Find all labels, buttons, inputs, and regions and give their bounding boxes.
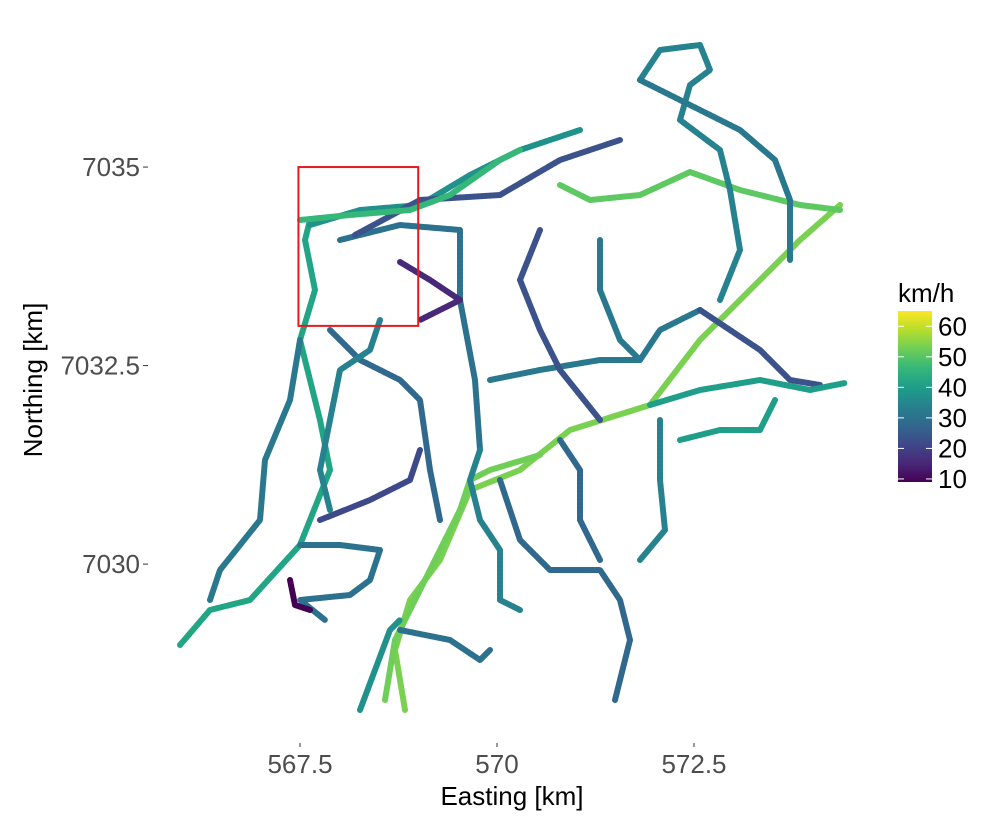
road bbox=[397, 627, 493, 663]
road bbox=[287, 577, 313, 613]
y-axis-label: Northing [km] bbox=[18, 303, 48, 458]
road bbox=[517, 227, 603, 423]
road bbox=[467, 447, 523, 613]
road bbox=[647, 377, 848, 408]
legend-tick-label: 20 bbox=[938, 433, 967, 463]
legend-tick-label: 60 bbox=[938, 311, 967, 341]
road bbox=[637, 77, 793, 263]
road bbox=[382, 452, 543, 703]
road bbox=[297, 147, 523, 223]
road bbox=[677, 397, 778, 443]
road bbox=[357, 617, 403, 713]
legend-tick-label: 50 bbox=[938, 342, 967, 372]
road bbox=[317, 317, 383, 513]
road bbox=[637, 417, 668, 563]
road bbox=[307, 127, 583, 228]
road bbox=[337, 222, 483, 453]
y-tick-label: 7035 bbox=[82, 152, 140, 182]
road bbox=[697, 307, 823, 388]
road bbox=[207, 337, 303, 603]
road bbox=[317, 447, 423, 523]
x-tick-label: 572.5 bbox=[661, 749, 726, 779]
road bbox=[487, 307, 703, 383]
road bbox=[597, 237, 643, 363]
road bbox=[327, 327, 443, 523]
legend-tick-label: 30 bbox=[938, 403, 967, 433]
legend-tick-label: 40 bbox=[938, 372, 967, 402]
road bbox=[397, 259, 463, 323]
legend-tick-label: 10 bbox=[938, 464, 967, 494]
y-tick-label: 7032.5 bbox=[60, 351, 140, 381]
highlight-box bbox=[297, 166, 420, 327]
road bbox=[557, 169, 843, 213]
legend-title: km/h bbox=[898, 278, 954, 308]
road bbox=[497, 477, 633, 703]
road bbox=[297, 542, 383, 623]
road bbox=[352, 137, 623, 238]
x-axis-label: Easting [km] bbox=[440, 781, 583, 811]
colorbar bbox=[898, 311, 932, 482]
y-tick-label: 7030 bbox=[82, 549, 140, 579]
road-network bbox=[177, 42, 848, 713]
road bbox=[177, 217, 333, 648]
x-tick-label: 570 bbox=[475, 749, 518, 779]
road bbox=[557, 437, 603, 563]
x-tick-label: 567.5 bbox=[267, 749, 332, 779]
